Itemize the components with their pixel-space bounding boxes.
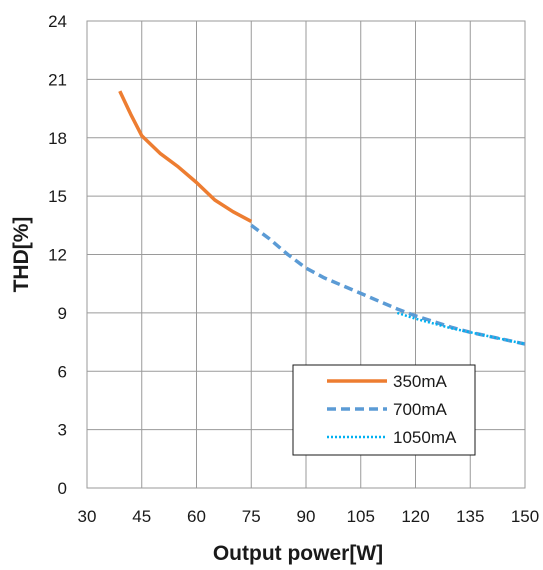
y-axis-ticks: 0 3 6 9 12 15 18 21 24 bbox=[48, 12, 67, 498]
y-axis-title: THD[%] bbox=[10, 217, 33, 293]
legend-label-700mA: 700mA bbox=[393, 400, 448, 419]
x-tick-label: 45 bbox=[132, 507, 151, 526]
y-tick-label: 12 bbox=[48, 246, 67, 265]
x-tick-label: 135 bbox=[456, 507, 484, 526]
y-tick-label: 24 bbox=[48, 12, 67, 31]
legend: 350mA 700mA 1050mA bbox=[292, 364, 476, 456]
x-tick-label: 90 bbox=[297, 507, 316, 526]
x-axis-title: Output power[W] bbox=[213, 542, 383, 565]
series-line-350mA bbox=[118, 90, 253, 223]
y-tick-label: 21 bbox=[48, 70, 67, 89]
series-lines bbox=[118, 90, 526, 346]
y-tick-label: 3 bbox=[58, 421, 67, 440]
x-axis-ticks: 30 45 60 75 90 105 120 135 150 bbox=[78, 507, 540, 526]
legend-label-1050mA: 1050mA bbox=[393, 428, 457, 447]
plot-border bbox=[86, 20, 526, 489]
x-tick-label: 105 bbox=[347, 507, 375, 526]
y-tick-label: 15 bbox=[48, 187, 67, 206]
legend-label-350mA: 350mA bbox=[393, 372, 448, 391]
x-tick-label: 120 bbox=[401, 507, 429, 526]
x-tick-label: 150 bbox=[511, 507, 539, 526]
y-tick-label: 9 bbox=[58, 304, 67, 323]
series-line-1050mA bbox=[396, 311, 526, 346]
x-tick-label: 75 bbox=[242, 507, 261, 526]
x-tick-label: 30 bbox=[78, 507, 97, 526]
y-tick-label: 6 bbox=[58, 362, 67, 381]
y-tick-label: 18 bbox=[48, 129, 67, 148]
series-line-700mA bbox=[250, 223, 526, 346]
x-tick-label: 60 bbox=[187, 507, 206, 526]
y-tick-label: 0 bbox=[58, 479, 67, 498]
